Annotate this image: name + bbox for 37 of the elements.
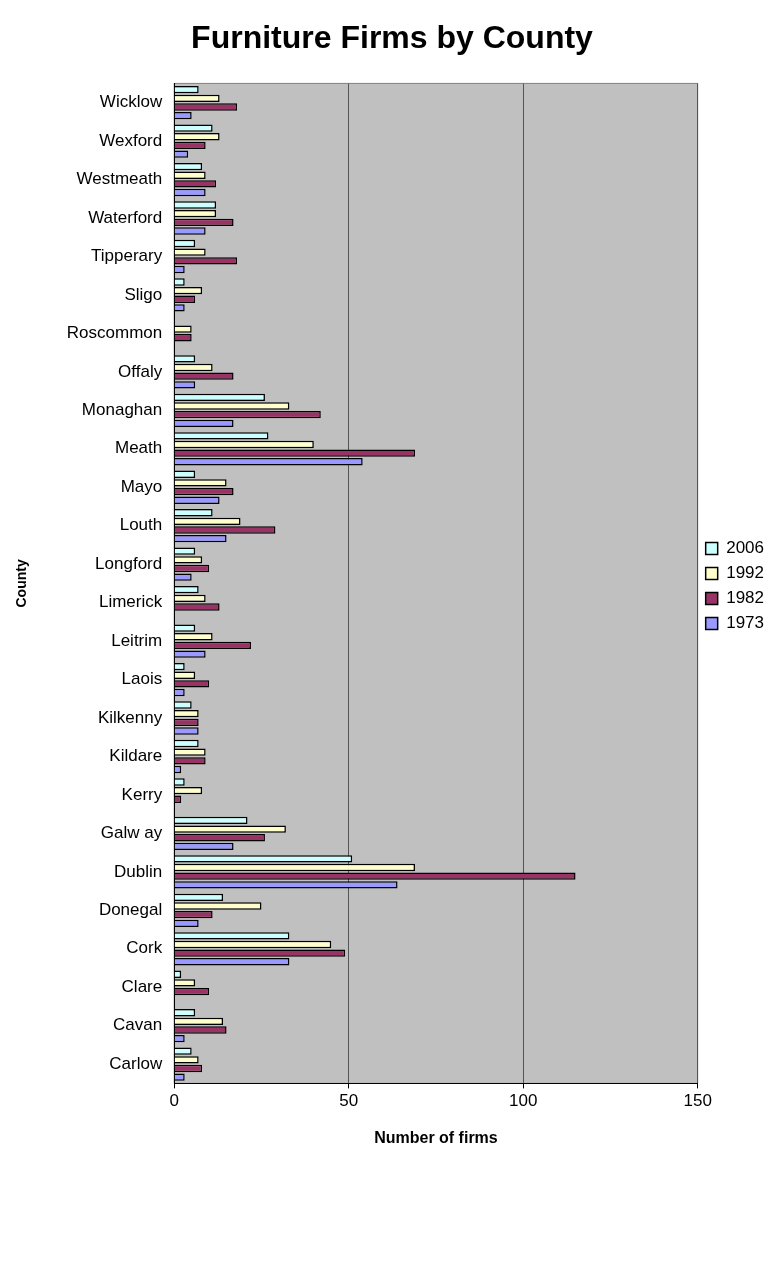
y-axis-title: County bbox=[13, 559, 30, 608]
y-tick-label: Wicklow bbox=[99, 92, 163, 112]
y-tick-label: Kerry bbox=[121, 784, 163, 804]
y-tick-label: Westmeath bbox=[76, 169, 163, 189]
x-tick-label: 50 bbox=[339, 1091, 359, 1111]
y-tick-label: Laois bbox=[121, 669, 163, 689]
y-tick-label: Roscommon bbox=[66, 323, 163, 343]
y-tick-label: Kilkenny bbox=[97, 707, 163, 727]
legend-label: 1982 bbox=[726, 588, 765, 608]
legend-label: 2006 bbox=[726, 538, 765, 558]
legend-label: 1973 bbox=[726, 613, 765, 633]
legend-label: 1992 bbox=[726, 563, 765, 583]
y-tick-label: Limerick bbox=[98, 592, 163, 612]
y-tick-label: Sligo bbox=[124, 284, 163, 304]
y-tick-label: Longford bbox=[95, 553, 163, 573]
y-tick-label: Offaly bbox=[118, 361, 163, 381]
x-tick-label: 100 bbox=[509, 1091, 538, 1111]
y-tick-label: Donegal bbox=[98, 900, 163, 920]
y-tick-label: Mayo bbox=[120, 476, 163, 496]
y-tick-label: Cavan bbox=[113, 1015, 163, 1035]
y-tick-label: Galw ay bbox=[100, 823, 163, 843]
y-tick-label: Dublin bbox=[114, 861, 163, 881]
y-tick-label: Cork bbox=[126, 938, 163, 958]
y-tick-label: Monaghan bbox=[81, 400, 163, 420]
y-tick-label: Wexford bbox=[99, 130, 163, 150]
y-tick-label: Meath bbox=[114, 438, 163, 458]
y-tick-label: Clare bbox=[121, 976, 163, 996]
y-tick-label: Leitrim bbox=[111, 630, 163, 650]
y-tick-label: Louth bbox=[119, 515, 163, 535]
x-tick-label: 150 bbox=[683, 1091, 712, 1111]
y-tick-label: Waterford bbox=[88, 207, 163, 227]
x-axis-title: Number of firms bbox=[374, 1128, 498, 1146]
x-tick-label: 0 bbox=[169, 1091, 179, 1111]
chart-title: Furniture Firms by County bbox=[191, 19, 594, 56]
y-tick-label: Carlow bbox=[109, 1053, 163, 1073]
y-tick-label: Kildare bbox=[109, 746, 163, 766]
y-tick-label: Tipperary bbox=[91, 246, 163, 266]
